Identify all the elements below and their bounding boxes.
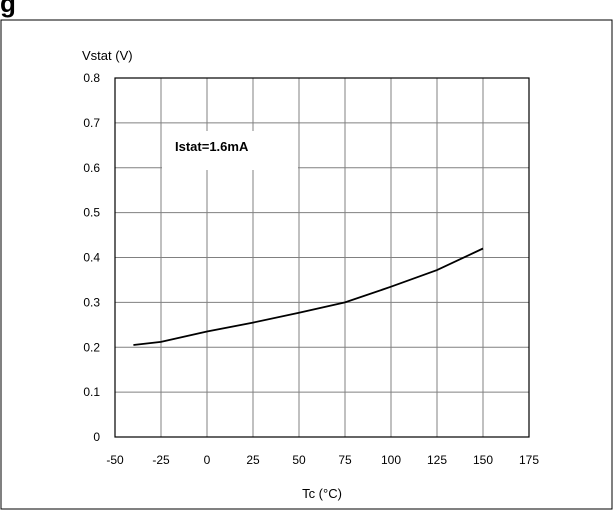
y-tick-label: 0.1 (83, 385, 100, 399)
figure-border (0, 19, 613, 510)
plot-area-frame (114, 77, 530, 438)
x-tick-label: 0 (204, 453, 211, 467)
x-tick-label: 150 (473, 453, 493, 467)
series-layer (133, 247, 484, 346)
grid (115, 78, 529, 437)
x-tick-label: 125 (427, 453, 447, 467)
y-tick-label: 0.8 (83, 71, 100, 85)
x-tick-label: 100 (381, 453, 401, 467)
series-line (133, 247, 484, 346)
y-tick-label: 0.7 (83, 116, 100, 130)
y-tick-label: 0 (93, 430, 100, 444)
x-axis-label: Tc (°C) (302, 486, 342, 501)
y-tick-label: 0.5 (83, 206, 100, 220)
x-tick-label: 50 (292, 453, 306, 467)
x-tick-label: -25 (152, 453, 170, 467)
x-tick-label: -50 (106, 453, 124, 467)
y-axis-label: Vstat (V) (82, 48, 133, 63)
x-tick-label: 25 (246, 453, 260, 467)
x-tick-label: 175 (519, 453, 539, 467)
y-tick-label: 0.3 (83, 295, 100, 309)
tick-labels: -50 -25 0 25 50 75 100 125 150 175 0 0.1 0.2 0.3 0.4 0.… (83, 71, 539, 467)
annotation-box (162, 131, 298, 170)
y-tick-label: 0.4 (83, 251, 100, 265)
annotation-text: Istat=1.6mA (175, 139, 249, 154)
x-tick-label: 75 (338, 453, 352, 467)
figure-header-text: g (0, 0, 16, 18)
y-tick-label: 0.2 (83, 340, 100, 354)
y-tick-label: 0.6 (83, 161, 100, 175)
